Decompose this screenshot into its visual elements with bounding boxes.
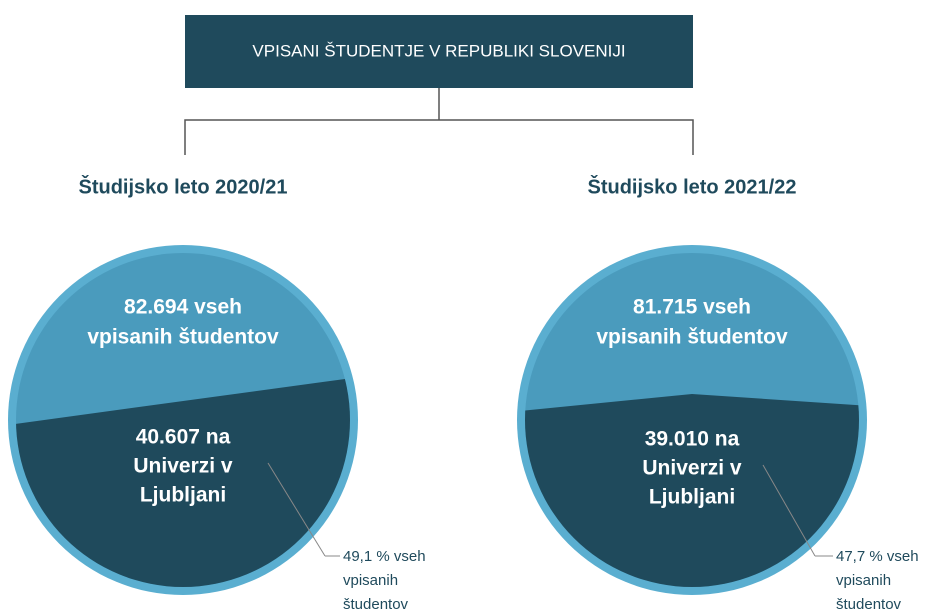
share-label: vpisanih bbox=[836, 572, 891, 589]
total-label: vpisanih študentov bbox=[596, 326, 788, 349]
leader-line bbox=[762, 464, 816, 557]
share-label: 49,1 % vseh bbox=[343, 548, 426, 565]
part-label: 39.010 na bbox=[645, 428, 740, 451]
part-label: Ljubljani bbox=[140, 484, 226, 507]
total-label: 82.694 vseh bbox=[124, 296, 242, 319]
total-label: 81.715 vseh bbox=[633, 296, 751, 319]
share-label: vpisanih bbox=[343, 572, 398, 589]
part-label: 40.607 na bbox=[136, 426, 231, 449]
part-segment bbox=[525, 394, 859, 587]
leader-line bbox=[267, 462, 326, 557]
share-label: 47,7 % vseh bbox=[836, 548, 919, 565]
connector bbox=[184, 88, 694, 155]
panel-title: Študijsko leto 2021/22 bbox=[588, 174, 797, 198]
total-label: vpisanih študentov bbox=[87, 326, 279, 349]
header-title: VPISANI ŠTUDENTJE V REPUBLIKI SLOVENIJI bbox=[252, 41, 625, 60]
panel-title: Študijsko leto 2020/21 bbox=[79, 174, 288, 198]
part-label: Ljubljani bbox=[649, 486, 735, 509]
header-box bbox=[185, 15, 693, 88]
share-label: študentov bbox=[343, 596, 409, 613]
part-label: Univerzi v bbox=[642, 457, 742, 480]
share-label: študentov bbox=[836, 596, 902, 613]
part-segment bbox=[16, 378, 350, 587]
part-label: Univerzi v bbox=[133, 455, 233, 478]
